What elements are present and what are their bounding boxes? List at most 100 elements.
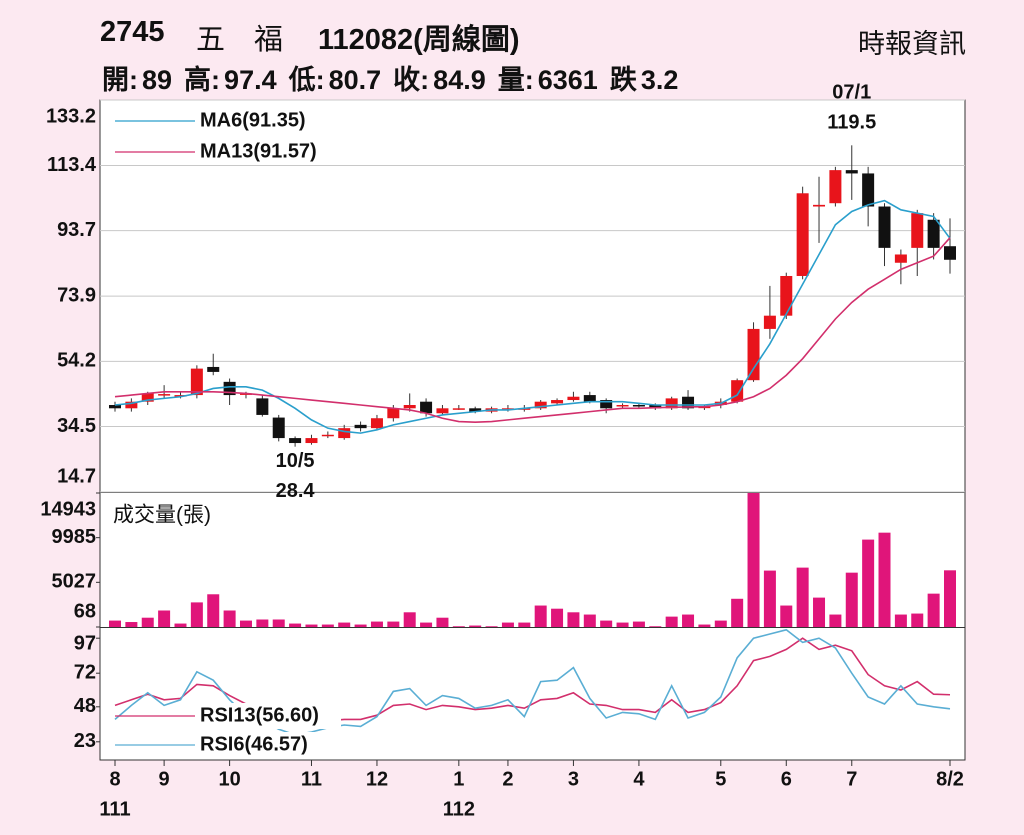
series-line [114, 237, 951, 424]
candle-body [780, 275, 793, 316]
candle-body [338, 428, 351, 439]
chart-date: 112082(周線圖) [318, 24, 520, 56]
volume-bar [894, 614, 907, 627]
y-tick-label: 93.7 [57, 219, 96, 241]
annotation-value: 119.5 [827, 112, 876, 134]
volume-bar [649, 626, 662, 627]
y-tick-label: 9985 [52, 526, 97, 548]
panel-title: 成交量(張) [113, 504, 211, 527]
candle-body [469, 408, 482, 412]
volume-bar [878, 532, 891, 627]
volume-bar [534, 605, 547, 627]
quote-label: 量: [497, 65, 534, 95]
candle-body [109, 404, 121, 409]
candle-body [665, 398, 678, 409]
y-tick-label: 54.2 [57, 350, 96, 372]
x-tick-label: 11 [301, 768, 322, 790]
volume-bar [731, 598, 744, 627]
candle-body [190, 368, 203, 396]
stock-code: 2745 [100, 16, 165, 48]
y-tick-label: 97 [74, 632, 96, 654]
volume-bar [452, 626, 465, 627]
candle-body [174, 395, 187, 397]
quote-value: 97.4 [224, 65, 277, 95]
quote-label: 低: [288, 65, 325, 95]
y-tick-label: 113.4 [47, 154, 97, 176]
candle-body [452, 408, 465, 410]
x-tick-label: 10 [218, 768, 240, 790]
y-tick-label: 23 [74, 730, 96, 752]
candle-body [551, 400, 564, 404]
quote-value: 3.2 [640, 65, 679, 95]
volume-bar [207, 594, 220, 627]
stock-name: 五 福 [196, 24, 284, 56]
annotation-date: 10/5 [276, 450, 315, 472]
volume-bar [780, 605, 793, 627]
candle-body [125, 401, 138, 409]
x-tick-label: 5 [715, 768, 726, 790]
volume-bar [289, 623, 302, 627]
volume-bar [747, 493, 760, 627]
candle-body [862, 173, 875, 207]
volume-bar [125, 622, 138, 627]
annotation-value: 28.4 [276, 480, 316, 502]
candle-body [305, 438, 318, 444]
volume-bar [174, 623, 187, 627]
volume-bar [911, 613, 924, 627]
x-tick-label: 8/2 [936, 768, 964, 790]
volume-bar [862, 539, 875, 627]
x-tick-label: 3 [568, 768, 579, 790]
quote-value: 89 [142, 65, 173, 95]
candle-body [894, 254, 907, 263]
volume-bar [338, 622, 351, 627]
quote-label: 收: [393, 65, 430, 95]
candle-body [403, 404, 416, 409]
x-tick-label: 6 [781, 768, 792, 790]
quote-value: 6361 [537, 65, 598, 95]
candle-body [632, 404, 645, 407]
candle-body [845, 170, 858, 174]
volume-bar [256, 619, 269, 627]
volume-bar [403, 612, 416, 627]
legend-label: RSI6(46.57) [200, 733, 308, 755]
volume-bar [485, 626, 498, 627]
candle-body [616, 404, 629, 407]
candle-body [600, 400, 613, 409]
candle-body [141, 393, 154, 402]
candle-body [567, 396, 580, 401]
y-tick-label: 72 [74, 661, 96, 683]
quote-line: 開: 89 高: 97.4 低: 80.7 收: 84.9 量: 6361 跌 3.2 [100, 58, 688, 97]
candle-body [207, 366, 220, 372]
series-line [114, 199, 951, 434]
candle-body [501, 408, 514, 410]
volume-bar [698, 624, 711, 627]
volume-bar [518, 622, 531, 627]
volume-bar [632, 621, 645, 627]
candle-body [370, 418, 383, 429]
candle-body [354, 424, 367, 429]
quote-label: 高: [184, 65, 221, 95]
legend-label: RSI13(56.60) [200, 704, 319, 726]
quote-label: 跌 [609, 65, 637, 95]
volume-bar [272, 619, 285, 627]
quote-value: 80.7 [328, 65, 382, 95]
candle-body [387, 408, 400, 419]
candle-body [731, 380, 744, 402]
candle-body [682, 396, 695, 409]
candle-body [436, 408, 449, 414]
legend-label: MA6(91.35) [200, 109, 306, 131]
x-tick-label: 9 [159, 768, 170, 790]
candle-body [813, 204, 826, 207]
x-tick-label: 4 [633, 768, 645, 790]
candle-body [747, 328, 760, 381]
candle-body [796, 193, 809, 276]
x-tick-label: 1 [453, 768, 464, 790]
x-tick-label: 7 [846, 768, 857, 790]
candle-body [256, 398, 269, 415]
annotation-date: 07/1 [832, 82, 871, 104]
volume-bar [370, 621, 383, 627]
quote-label: 開: [102, 65, 138, 95]
volume-bar [845, 572, 858, 627]
candle-body [420, 401, 433, 414]
